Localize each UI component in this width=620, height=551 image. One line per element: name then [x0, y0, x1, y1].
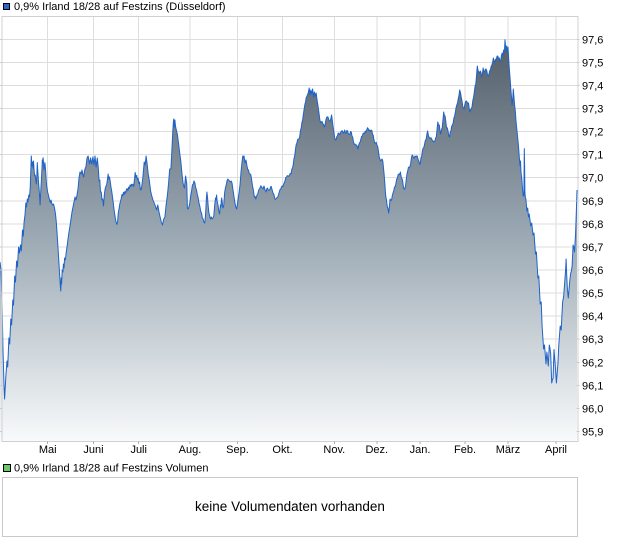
svg-text:97,5: 97,5 — [582, 57, 603, 69]
svg-text:Jan.: Jan. — [410, 444, 431, 456]
svg-text:97,2: 97,2 — [582, 127, 603, 139]
svg-text:Nov.: Nov. — [323, 444, 345, 456]
svg-text:96,7: 96,7 — [582, 242, 603, 254]
svg-text:96,5: 96,5 — [582, 288, 603, 300]
svg-text:96,2: 96,2 — [582, 357, 603, 369]
svg-text:96,3: 96,3 — [582, 334, 603, 346]
svg-text:keine Volumendaten vorhanden: keine Volumendaten vorhanden — [195, 499, 385, 514]
svg-text:Juni: Juni — [83, 444, 103, 456]
svg-text:97,4: 97,4 — [582, 80, 603, 92]
svg-text:97,3: 97,3 — [582, 104, 603, 116]
svg-text:Feb.: Feb. — [454, 444, 476, 456]
svg-text:0,9% Irland 18/28 auf Festzins: 0,9% Irland 18/28 auf Festzins Volumen — [14, 463, 208, 475]
svg-text:96,0: 96,0 — [582, 403, 603, 415]
svg-text:96,1: 96,1 — [582, 380, 603, 392]
svg-text:Sep.: Sep. — [226, 444, 249, 456]
svg-text:97,0: 97,0 — [582, 173, 603, 185]
svg-text:0,9% Irland 18/28 auf Festzins: 0,9% Irland 18/28 auf Festzins (Düsseldo… — [14, 1, 226, 13]
svg-text:Aug.: Aug. — [179, 444, 202, 456]
svg-text:97,6: 97,6 — [582, 34, 603, 46]
svg-text:97,1: 97,1 — [582, 150, 603, 162]
svg-text:96,4: 96,4 — [582, 311, 603, 323]
svg-text:Dez.: Dez. — [365, 444, 388, 456]
svg-text:Mai: Mai — [39, 444, 57, 456]
svg-text:März: März — [496, 444, 520, 456]
svg-text:96,6: 96,6 — [582, 265, 603, 277]
svg-text:95,9: 95,9 — [582, 427, 603, 439]
svg-text:April: April — [545, 444, 567, 456]
svg-text:96,8: 96,8 — [582, 219, 603, 231]
svg-text:Okt.: Okt. — [272, 444, 292, 456]
svg-text:96,9: 96,9 — [582, 196, 603, 208]
svg-text:Juli: Juli — [130, 444, 147, 456]
